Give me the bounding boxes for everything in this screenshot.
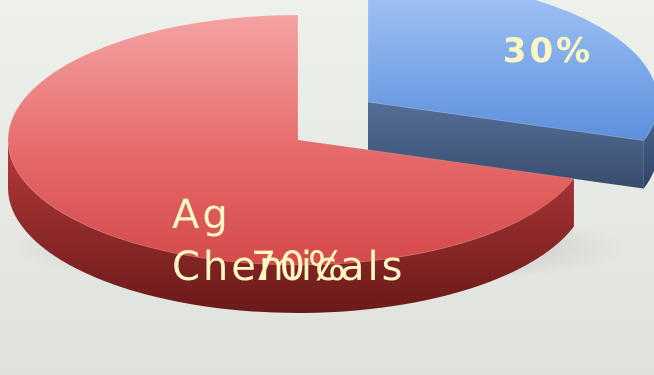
pie-slice-category-label-1: Ag Chemicals xyxy=(172,192,405,290)
pie-slice-1 xyxy=(7,14,575,266)
pie-slice-value-label-1: 70% xyxy=(251,244,349,290)
pie-slice-side-1 xyxy=(8,140,574,313)
pie-slice-side-0 xyxy=(643,122,654,189)
pie-slice-value-label-0: 30% xyxy=(503,31,593,71)
pie-slice-cut-0-1 xyxy=(368,102,644,189)
pie-slice-0 xyxy=(367,0,654,142)
